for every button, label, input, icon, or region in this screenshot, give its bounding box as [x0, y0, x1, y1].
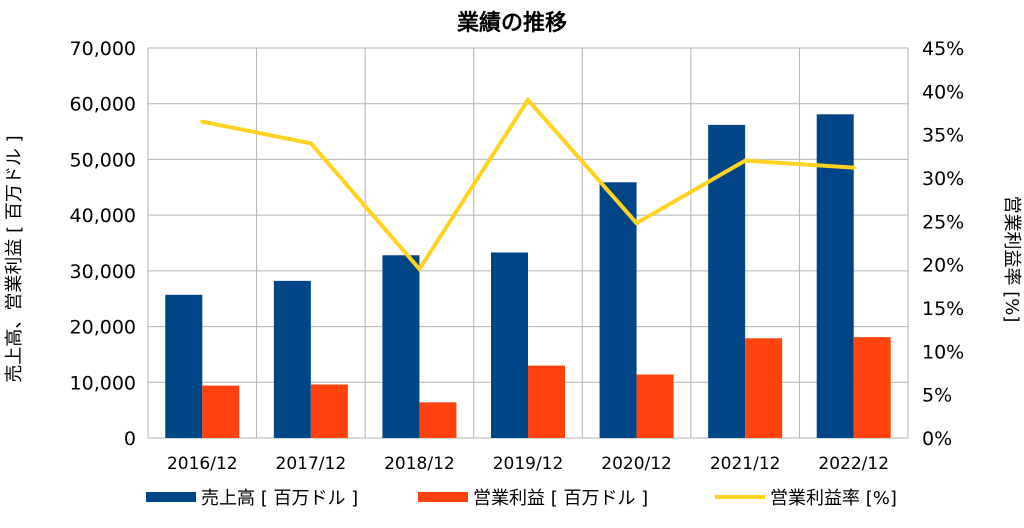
left-tick-label: 40,000: [70, 205, 136, 227]
right-tick-label: 25%: [922, 211, 964, 233]
margin-point: [200, 119, 205, 124]
left-axis-label: 売上高、営業利益 [ 百万ドル ]: [4, 135, 25, 382]
operating-profit-bar: [745, 338, 783, 438]
operating-profit-bar: [202, 385, 240, 438]
right-tick-label: 10%: [922, 341, 964, 363]
revenue-bar: [165, 294, 203, 438]
chart-title: 業績の推移: [457, 10, 567, 36]
margin-point: [743, 158, 748, 163]
margin-series-line: [201, 96, 854, 273]
margin-point: [851, 165, 856, 170]
left-tick-label: 30,000: [70, 261, 136, 283]
right-tick-label: 45%: [922, 38, 964, 60]
margin-point: [634, 221, 639, 226]
margin-line: [200, 96, 856, 273]
left-tick-label: 70,000: [70, 38, 136, 60]
legend-swatch-operating-profit: [418, 492, 468, 502]
right-tick-label: 15%: [922, 298, 964, 320]
left-axis-ticks: 0 10,000 20,000 30,000 40,000 50,000 60,000 70,…: [70, 38, 136, 450]
right-tick-label: 40%: [922, 81, 964, 103]
x-tick-label: 2016/12: [167, 454, 238, 474]
left-tick-label: 20,000: [70, 317, 136, 339]
legend-label: 営業利益率 [%]: [770, 488, 897, 509]
right-tick-label: 30%: [922, 168, 964, 190]
x-tick-label: 2022/12: [818, 454, 889, 474]
operating-profit-bar: [310, 384, 348, 438]
x-tick-label: 2019/12: [493, 454, 564, 474]
x-axis-ticks: 2016/12 2017/12 2018/12 2019/12 2020/12 2021/…: [167, 454, 889, 474]
revenue-bar: [491, 252, 528, 438]
revenue-bar: [273, 280, 311, 438]
margin-point: [308, 141, 313, 146]
x-tick-label: 2018/12: [384, 454, 455, 474]
right-axis-label: 営業利益率 [%]: [1001, 196, 1022, 323]
operating-profit-bar: [419, 402, 457, 438]
bars: [165, 114, 891, 439]
right-tick-label: 0%: [922, 428, 952, 450]
left-tick-label: 0: [124, 428, 136, 450]
revenue-bar: [382, 255, 420, 438]
x-tick-label: 2020/12: [601, 454, 672, 474]
operating-profit-bar: [636, 374, 674, 438]
operating-profit-bar: [853, 337, 891, 438]
right-tick-label: 35%: [922, 125, 964, 147]
legend-swatch-revenue: [146, 492, 196, 502]
x-tick-label: 2017/12: [276, 454, 347, 474]
right-axis-ticks: 0% 5% 10% 15% 20% 25% 30% 35% 40% 45%: [922, 38, 964, 450]
left-tick-label: 10,000: [70, 372, 136, 394]
revenue-bar: [816, 114, 854, 439]
right-tick-label: 5%: [922, 385, 952, 407]
margin-point: [417, 267, 422, 271]
legend: 売上高 [ 百万ドル ] 営業利益 [ 百万ドル ] 営業利益率 [%]: [146, 488, 897, 509]
right-tick-label: 20%: [922, 255, 964, 277]
left-tick-label: 50,000: [70, 149, 136, 171]
legend-label: 売上高 [ 百万ドル ]: [201, 488, 358, 509]
x-tick-label: 2021/12: [710, 454, 781, 474]
operating-profit-bar: [528, 365, 565, 438]
left-tick-label: 60,000: [70, 94, 136, 116]
margin-point: [526, 98, 530, 102]
legend-label: 営業利益 [ 百万ドル ]: [473, 488, 648, 509]
revenue-bar: [599, 182, 637, 438]
